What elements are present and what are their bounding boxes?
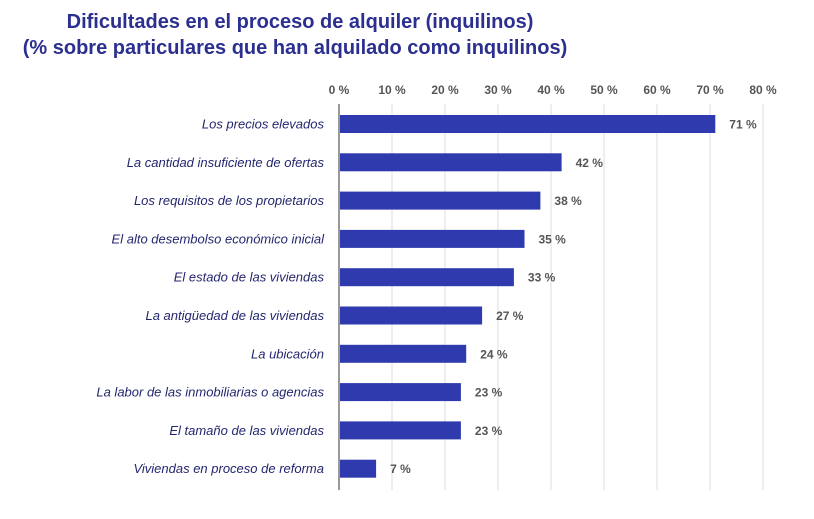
chart-title: Dificultades en el proceso de alquiler (…	[66, 11, 534, 33]
bar	[339, 459, 377, 478]
category-label: El alto desembolso económico inicial	[112, 231, 326, 246]
x-tick-label: 50 %	[590, 83, 618, 97]
data-label: 23 %	[475, 386, 503, 400]
category-label: Los precios elevados	[202, 117, 325, 132]
category-label: La labor de las inmobiliarias o agencias	[96, 385, 324, 400]
category-label: El tamaño de las viviendas	[169, 423, 324, 438]
bar	[339, 191, 541, 210]
x-tick-label: 10 %	[378, 83, 406, 97]
x-tick-label: 30 %	[484, 83, 512, 97]
bar	[339, 115, 716, 133]
data-label: 35 %	[539, 232, 567, 246]
category-label: Los requisitos de los propietarios	[134, 193, 325, 208]
bar	[339, 306, 483, 325]
bar	[339, 153, 562, 172]
x-tick-label: 20 %	[431, 83, 459, 97]
category-label: La ubicación	[251, 346, 324, 361]
data-label: 24 %	[480, 347, 508, 361]
data-label: 27 %	[496, 309, 524, 323]
category-label: La antigüedad de las viviendas	[145, 308, 324, 323]
category-label: La cantidad insuficiente de ofertas	[127, 155, 325, 170]
x-tick-label: 0 %	[329, 83, 350, 97]
data-label: 7 %	[390, 462, 411, 476]
chart-subtitle: (% sobre particulares que han alquilado …	[22, 37, 568, 59]
data-label: 42 %	[576, 156, 604, 170]
x-tick-label: 80 %	[749, 83, 777, 97]
category-label: El estado de las viviendas	[174, 270, 325, 285]
bar	[339, 268, 514, 287]
data-label: 33 %	[528, 271, 556, 285]
bar	[339, 383, 461, 402]
x-tick-label: 40 %	[537, 83, 565, 97]
data-label: 38 %	[554, 194, 582, 208]
x-tick-label: 70 %	[696, 83, 724, 97]
data-label: 71 %	[729, 118, 757, 132]
x-tick-label: 60 %	[643, 83, 671, 97]
bar	[339, 344, 467, 363]
data-label: 23 %	[475, 424, 503, 438]
bar	[339, 229, 525, 248]
category-label: Viviendas en proceso de reforma	[133, 461, 324, 476]
bar	[339, 421, 461, 440]
